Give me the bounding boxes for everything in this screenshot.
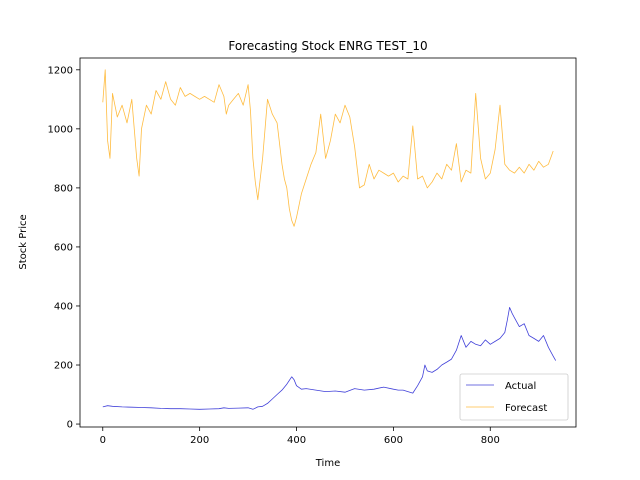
legend-label-actual: Actual xyxy=(505,381,536,392)
series-line-forecast xyxy=(102,69,554,227)
y-axis-ticks: 0 200 400 600 800 1000 1200 xyxy=(48,65,80,431)
y-tick-label: 0 xyxy=(67,420,73,431)
y-tick-label: 600 xyxy=(54,242,73,253)
chart-title: Forecasting Stock ENRG TEST_10 xyxy=(228,39,427,53)
legend-label-forecast: Forecast xyxy=(505,403,547,414)
x-tick-label: 0 xyxy=(100,435,106,446)
x-tick-label: 600 xyxy=(384,435,403,446)
plot-area xyxy=(80,58,576,427)
x-axis-ticks: 0 200 400 600 800 xyxy=(100,427,500,446)
y-tick-label: 200 xyxy=(54,361,73,372)
series-line-actual xyxy=(102,307,557,410)
series-layer xyxy=(102,69,557,410)
x-axis-label: Time xyxy=(315,458,340,469)
plot-frame xyxy=(79,57,577,428)
y-tick-label: 800 xyxy=(54,183,73,194)
legend: Actual Forecast xyxy=(459,373,569,421)
x-tick-label: 400 xyxy=(287,435,306,446)
y-tick-label: 400 xyxy=(54,301,73,312)
x-tick-label: 800 xyxy=(481,435,500,446)
y-axis-label: Stock Price xyxy=(18,214,29,269)
x-tick-label: 200 xyxy=(190,435,209,446)
y-tick-label: 1200 xyxy=(48,65,73,76)
y-tick-label: 1000 xyxy=(48,124,73,135)
legend-box xyxy=(459,373,569,421)
